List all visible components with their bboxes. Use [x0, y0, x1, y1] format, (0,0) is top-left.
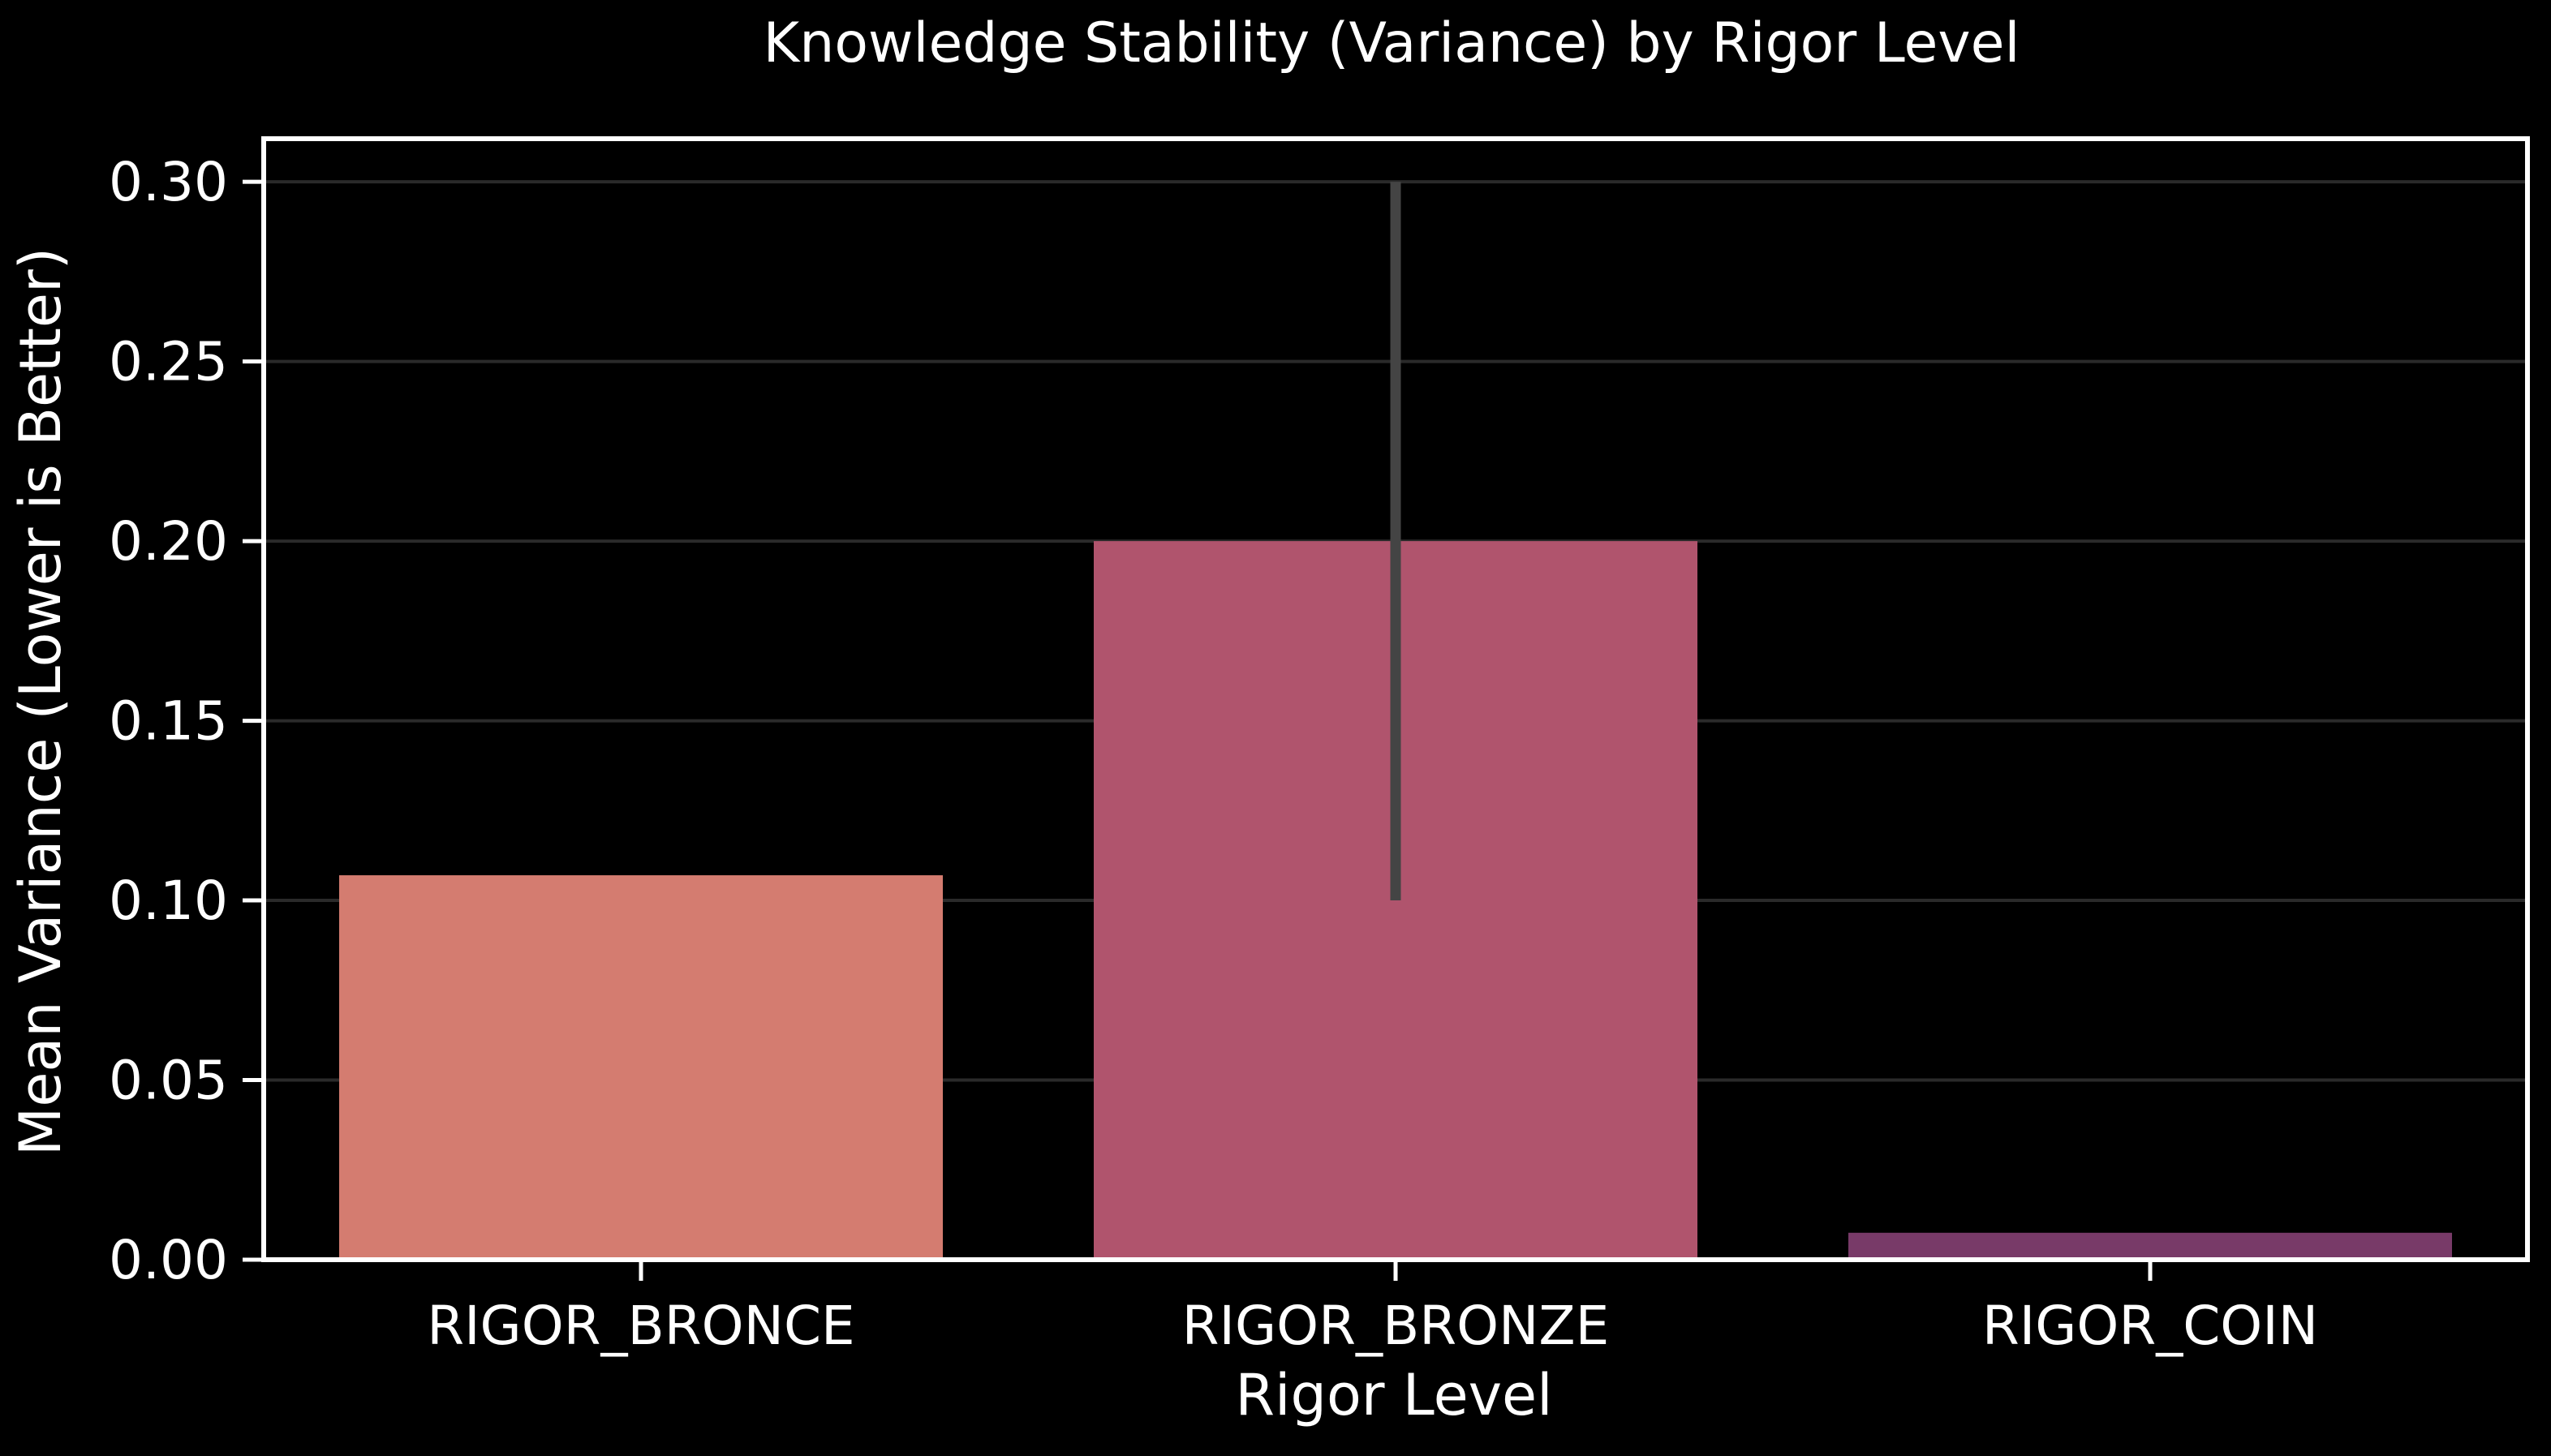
x-tick-label: RIGOR_BRONZE: [1182, 1295, 1610, 1357]
y-tick-label: 0.00: [109, 1229, 228, 1291]
y-axis-label: Mean Variance (Lower is Better): [7, 247, 74, 1156]
axes-layer: 0.00 0.05 0.10 0.15 0.20 0.25 0.30 RIGOR_BRONCE…: [109, 136, 2530, 1357]
y-tick-label: 0.30: [109, 151, 228, 213]
x-tick-label: RIGOR_BRONCE: [427, 1295, 855, 1357]
y-tick-label: 0.20: [109, 510, 228, 573]
x-axis-label: Rigor Level: [1235, 1362, 1552, 1428]
y-tick-label: 0.15: [109, 690, 228, 753]
y-tick-label: 0.25: [109, 331, 228, 393]
y-tick-label: 0.10: [109, 870, 228, 932]
x-tick-label: RIGOR_COIN: [1982, 1295, 2318, 1357]
y-tick-label: 0.05: [109, 1050, 228, 1112]
plot-frame: [261, 136, 2530, 1262]
bar-rigor-bronce: [339, 875, 943, 1260]
bar-rigor-coin: [1848, 1232, 2452, 1260]
chart-title: Knowledge Stability (Variance) by Rigor …: [764, 11, 2020, 75]
